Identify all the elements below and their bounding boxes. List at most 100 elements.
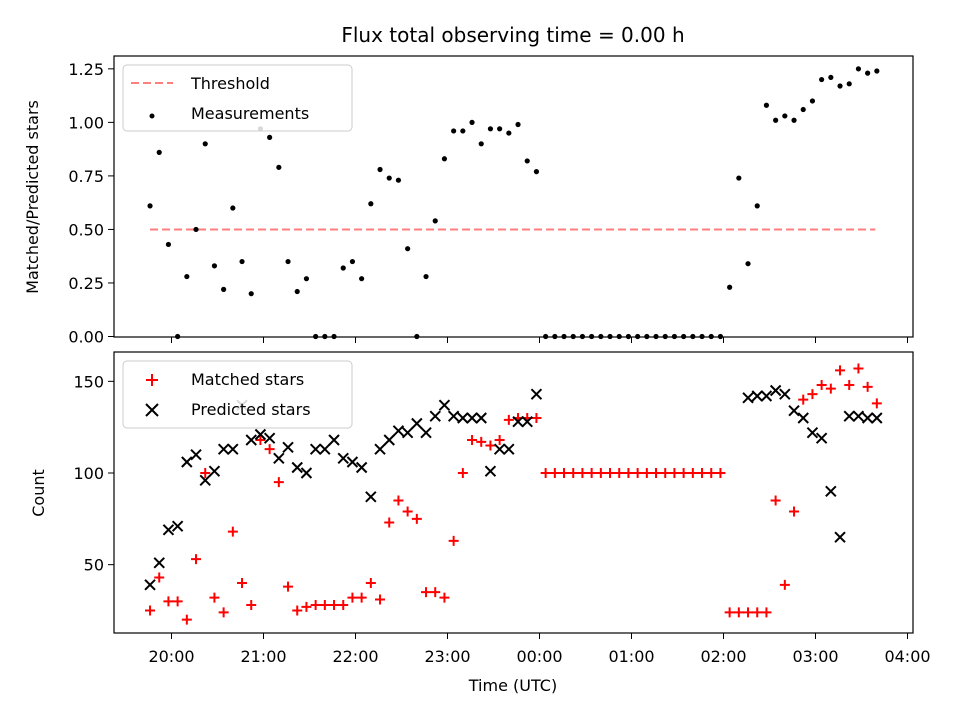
matched-star-point	[623, 468, 634, 478]
measurement-point	[239, 258, 245, 265]
measurement-point	[773, 117, 779, 123]
predicted-star-point	[227, 443, 239, 455]
measurement-point	[782, 113, 788, 119]
measurements-legend-swatch	[149, 113, 155, 119]
predicted-star-point	[825, 485, 837, 498]
predicted-star-point	[254, 428, 267, 441]
predicted-star-point	[815, 432, 828, 444]
matched-star-point	[237, 578, 248, 588]
bottom-ytick-label: 100	[73, 464, 104, 483]
chart-top: Flux total observing time = 0.00 h 0.00 0…	[23, 23, 914, 347]
matched-star-point	[743, 607, 754, 618]
matched-star-point	[163, 596, 174, 607]
predicted-star-point	[319, 443, 331, 455]
bottom-axes-frame	[113, 351, 914, 634]
matched-star-point	[218, 607, 229, 618]
measurement-point	[837, 83, 843, 89]
predicted-star-point	[144, 579, 156, 591]
measurement-point	[515, 121, 521, 128]
bottom-xtick-label: 00:00	[516, 647, 562, 666]
chart-title: Flux total observing time = 0.00 h	[341, 23, 684, 47]
measurement-point	[368, 201, 374, 207]
predicted-star-point	[521, 415, 533, 428]
top-ytick-label: 0.75	[68, 167, 104, 186]
measurement-point	[432, 218, 438, 224]
matched-star-point	[485, 440, 496, 451]
matched-star-point	[301, 601, 312, 612]
predicted-star-point	[512, 415, 524, 428]
bottom-xtick-label: 20:00	[148, 647, 194, 666]
matched-star-point	[283, 581, 294, 592]
matched-star-point	[365, 578, 376, 588]
measurement-point	[184, 273, 190, 280]
matched-star-point	[255, 435, 266, 445]
predicted-star-point	[190, 448, 202, 461]
measurement-point	[202, 141, 208, 147]
bottom-plot-area: 50 100 150 20:00 21:00 22:00 23:00 00:00 01:00 02…	[73, 363, 931, 666]
measurement-point	[303, 276, 310, 282]
predicted-star-point	[365, 491, 377, 503]
predicted-star-point	[493, 443, 506, 455]
measurement-point	[745, 261, 751, 267]
predicted-star-point	[503, 443, 515, 455]
matched-star-point	[264, 444, 275, 455]
measurement-point	[405, 246, 411, 252]
matched-star-point	[687, 468, 698, 478]
predicted-star-point	[355, 461, 368, 474]
matched-star-point	[172, 596, 183, 607]
matched-star-point	[595, 468, 606, 478]
measurement-point	[230, 205, 236, 211]
measurement-point	[791, 117, 797, 123]
predicted-star-point	[153, 557, 165, 569]
predicted-star-point	[217, 443, 230, 455]
measurement-point	[763, 102, 770, 108]
top-ytick-label: 1.00	[68, 113, 104, 132]
bottom-ytick-label: 50	[84, 556, 104, 575]
matched-star-point	[549, 468, 560, 478]
matched-star-point	[227, 526, 238, 537]
matched-star-point	[329, 600, 340, 610]
bottom-xtick-label: 21:00	[240, 647, 286, 666]
matched-star-point	[375, 594, 386, 605]
measurement-point	[855, 66, 862, 72]
measurement-point	[340, 265, 346, 271]
matched-star-point	[816, 380, 827, 390]
measurement-point	[727, 284, 733, 290]
matched-star-point	[531, 413, 542, 423]
predicted-star-point	[263, 432, 276, 444]
matched-star-point	[439, 592, 450, 603]
measurement-point	[460, 128, 466, 134]
bottom-ytick-label: 150	[73, 372, 104, 391]
top-ytick-label: 1.25	[68, 60, 104, 79]
predicted-star-point	[181, 456, 193, 468]
measurement-point	[193, 226, 199, 233]
bottom-legend: Matched stars Predicted stars	[122, 360, 353, 429]
bottom-xtick-label: 02:00	[700, 647, 746, 666]
matched-star-point	[310, 600, 321, 610]
measurement-point	[285, 258, 291, 265]
matched-star-point	[467, 435, 478, 445]
predicted-star-point	[328, 434, 340, 446]
measurement-point	[276, 164, 282, 170]
measurement-point	[165, 241, 172, 248]
predicted-star-point	[374, 443, 386, 455]
predicted-star-point	[245, 434, 257, 446]
matched-star-point	[632, 468, 643, 478]
top-plot-area: 0.00 0.25 0.50 0.75 1.00 1.25	[68, 60, 908, 347]
top-axes-frame	[113, 55, 914, 338]
measurement-point	[478, 141, 484, 147]
measurement-point	[865, 70, 871, 76]
predicted-star-point	[797, 412, 809, 424]
matched-star-point	[586, 468, 597, 478]
top-ytick-label: 0.00	[68, 328, 104, 347]
matched-star-point	[209, 592, 220, 603]
matched-star-point	[191, 554, 202, 565]
predicted-star-point	[788, 404, 800, 417]
measurement-point	[487, 126, 494, 132]
matched-star-point	[448, 535, 459, 546]
predicted-legend-swatch	[145, 403, 159, 417]
predicted-star-point	[861, 412, 874, 424]
matched-star-point	[476, 436, 487, 447]
matched-star-point	[853, 363, 864, 374]
